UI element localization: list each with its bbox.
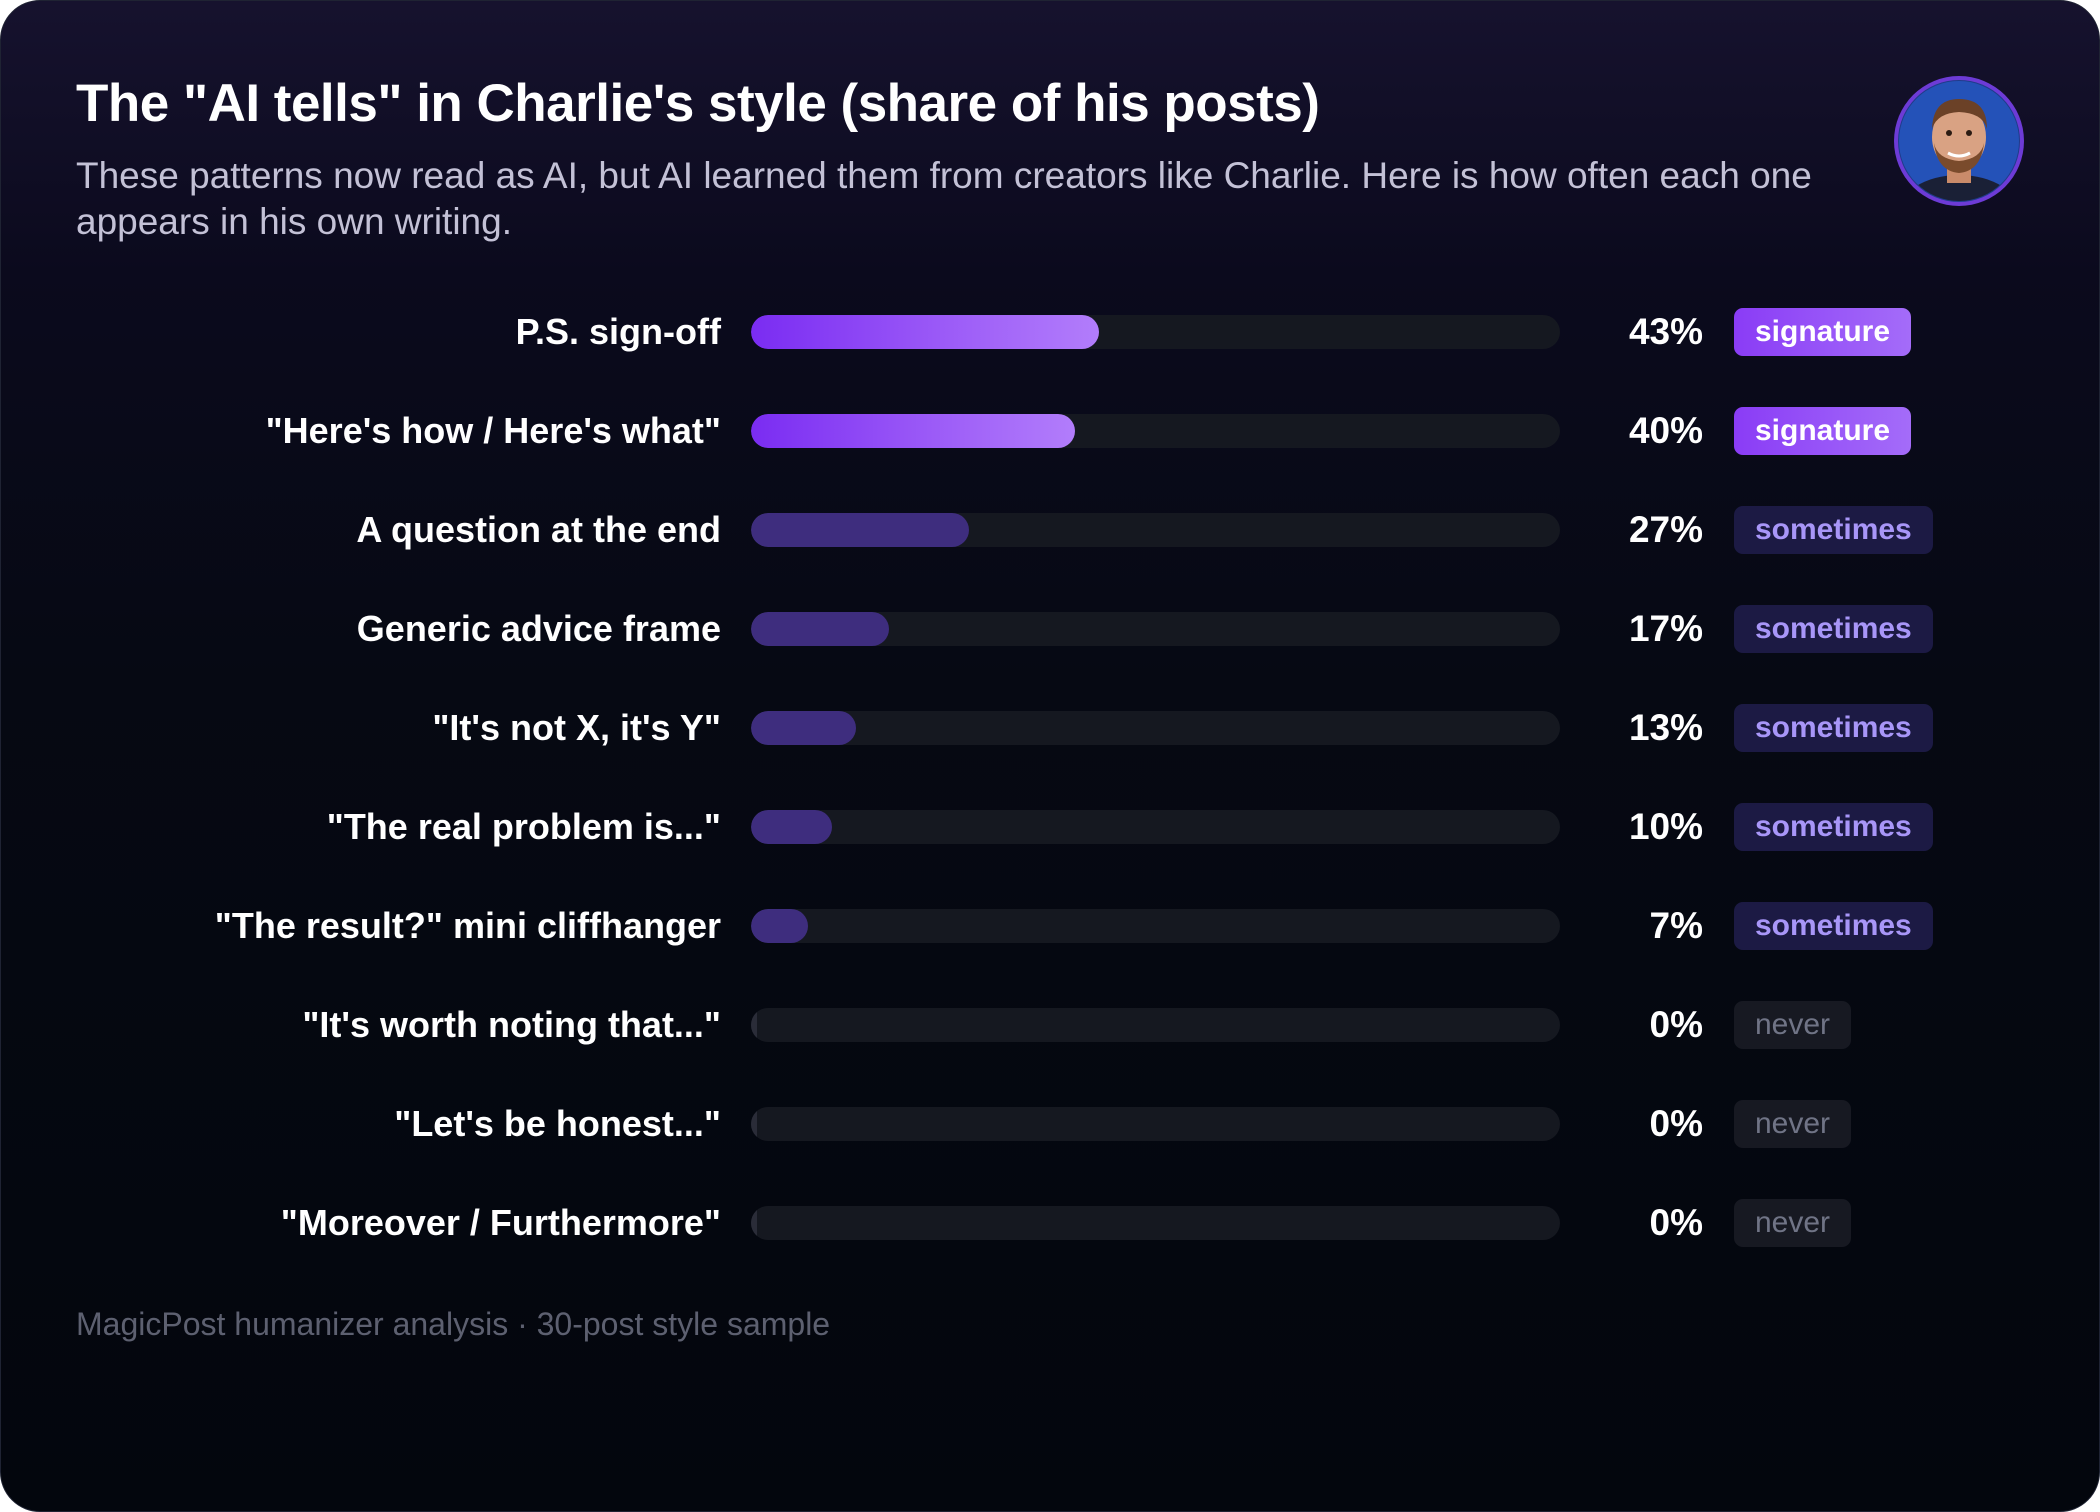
bar-fill	[751, 612, 889, 646]
value-label: 27%	[1628, 509, 1703, 550]
chart-title: The "AI tells" in Charlie's style (share…	[76, 74, 1320, 133]
bar-track	[751, 909, 1560, 943]
bar-fill	[751, 1008, 757, 1042]
bar-track	[751, 1107, 1560, 1141]
avatar	[1893, 75, 2025, 207]
chart-row: "The result?" mini cliffhanger 7% sometime…	[1, 886, 2099, 966]
value-label: 40%	[1628, 410, 1703, 451]
bar-fill	[751, 909, 808, 943]
chart-row: "Moreover / Furthermore" 0% never	[1, 1183, 2099, 1263]
category-label: "Here's how / Here's what"	[265, 410, 721, 451]
chart-subtitle: These patterns now read as AI, but AI le…	[76, 155, 1812, 242]
bar-track	[751, 1206, 1560, 1240]
tier-badge: never	[1734, 1100, 1852, 1148]
bar-fill	[751, 414, 1075, 448]
tier-badge: signature	[1734, 407, 1912, 455]
value-label: 13%	[1628, 707, 1703, 748]
chart-row: "It's not X, it's Y" 13% sometimes	[1, 688, 2099, 768]
value-label: 43%	[1628, 311, 1703, 352]
category-label: "The result?" mini cliffhanger	[214, 905, 721, 946]
chart-row: "Let's be honest..." 0% never	[1, 1084, 2099, 1164]
chart-row: P.S. sign-off 43% signature	[1, 292, 2099, 372]
footnote: MagicPost humanizer analysis · 30-post s…	[76, 1306, 831, 1342]
chart-row: A question at the end 27% sometimes	[1, 490, 2099, 570]
avatar-portrait-icon	[1894, 76, 2024, 206]
tier-badge: never	[1734, 1199, 1852, 1247]
bar-fill	[751, 1206, 757, 1240]
bar-track	[751, 315, 1560, 349]
category-label: A question at the end	[356, 509, 721, 550]
category-label: "It's worth noting that..."	[302, 1004, 721, 1045]
chart-row: "Here's how / Here's what" 40% signature	[1, 391, 2099, 471]
bar-track	[751, 612, 1560, 646]
chart-row: "It's worth noting that..." 0% never	[1, 985, 2099, 1065]
bar-fill	[751, 1107, 757, 1141]
category-label: "Let's be honest..."	[394, 1103, 721, 1144]
chart-row: "The real problem is..." 10% sometimes	[1, 787, 2099, 867]
value-label: 0%	[1649, 1004, 1703, 1045]
bar-track	[751, 1008, 1560, 1042]
tier-badge: sometimes	[1734, 506, 1933, 554]
value-label: 7%	[1649, 905, 1703, 946]
bar-fill	[751, 315, 1099, 349]
tier-badge: never	[1734, 1001, 1852, 1049]
category-label: "The real problem is..."	[326, 806, 721, 847]
category-label: "It's not X, it's Y"	[432, 707, 721, 748]
bar-track	[751, 810, 1560, 844]
bar-track	[751, 513, 1560, 547]
value-label: 0%	[1649, 1202, 1703, 1243]
tier-badge: sometimes	[1734, 902, 1933, 950]
bar-track	[751, 414, 1560, 448]
category-label: "Moreover / Furthermore"	[280, 1202, 721, 1243]
value-label: 17%	[1628, 608, 1703, 649]
chart-row: Generic advice frame 17% sometimes	[1, 589, 2099, 669]
bar-track	[751, 711, 1560, 745]
bar-fill	[751, 711, 857, 745]
tier-badge: sometimes	[1734, 605, 1933, 653]
tier-badge: sometimes	[1734, 803, 1933, 851]
category-label: Generic advice frame	[356, 608, 721, 649]
bar-fill	[751, 513, 970, 547]
tier-badge: signature	[1734, 308, 1912, 356]
category-label: P.S. sign-off	[515, 311, 721, 352]
value-label: 10%	[1628, 806, 1703, 847]
bar-fill	[751, 810, 832, 844]
tier-badge: sometimes	[1734, 704, 1933, 752]
value-label: 0%	[1649, 1103, 1703, 1144]
